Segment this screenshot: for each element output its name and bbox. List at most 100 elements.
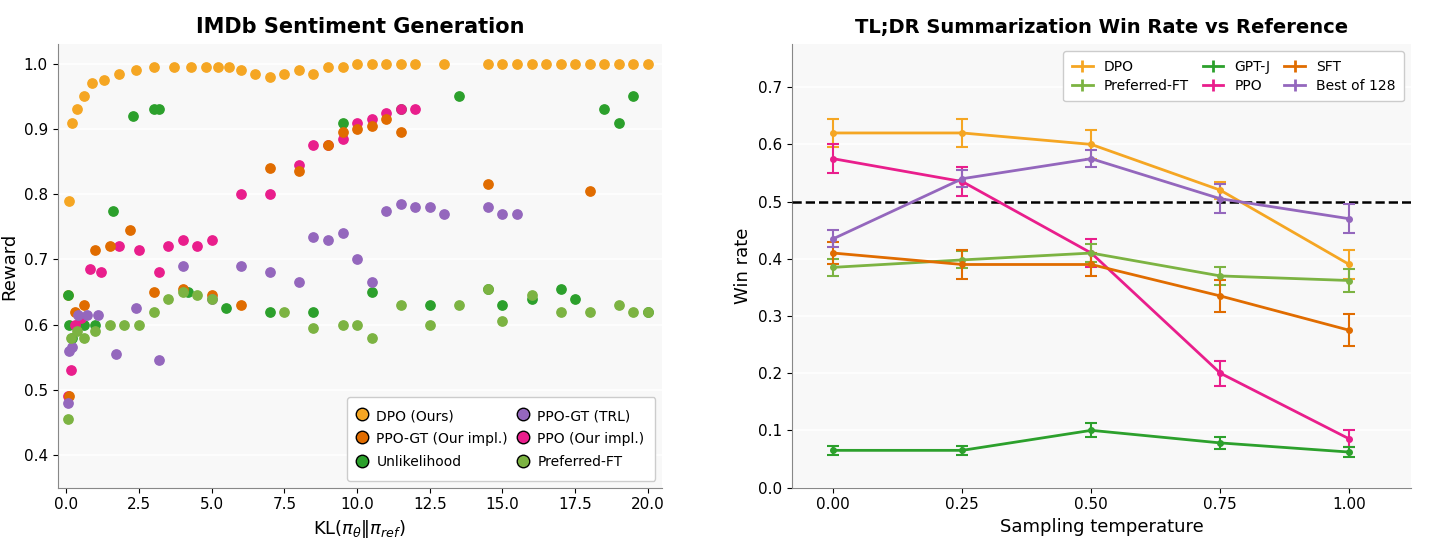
Point xyxy=(63,320,86,329)
Point xyxy=(579,59,602,68)
Point xyxy=(89,268,112,277)
Point xyxy=(229,261,252,270)
Point xyxy=(360,59,383,68)
Point xyxy=(98,242,121,251)
Point xyxy=(418,203,441,212)
Point xyxy=(206,63,229,71)
Point xyxy=(272,69,297,78)
Point xyxy=(84,320,107,329)
Point xyxy=(477,180,500,189)
Point xyxy=(56,398,79,407)
Point xyxy=(477,284,500,293)
Point xyxy=(593,105,616,114)
Point xyxy=(360,288,383,296)
Point xyxy=(200,291,223,300)
Point xyxy=(403,59,426,68)
Point xyxy=(477,203,500,212)
Point xyxy=(331,63,354,71)
Point xyxy=(389,105,412,114)
Point xyxy=(258,307,281,316)
Point xyxy=(229,66,252,75)
Point xyxy=(288,161,311,170)
Point xyxy=(163,63,186,71)
Point xyxy=(418,320,441,329)
Point xyxy=(360,115,383,124)
Title: TL;DR Summarization Win Rate vs Reference: TL;DR Summarization Win Rate vs Referenc… xyxy=(855,18,1348,37)
Point xyxy=(272,307,297,316)
Point xyxy=(92,76,115,85)
Point xyxy=(56,414,79,423)
Point xyxy=(302,69,325,78)
Point xyxy=(520,294,543,303)
Title: IMDb Sentiment Generation: IMDb Sentiment Generation xyxy=(196,17,524,37)
Point xyxy=(317,235,340,244)
Point xyxy=(549,307,572,316)
Point xyxy=(229,190,252,199)
Point xyxy=(317,141,340,150)
Point xyxy=(177,288,200,296)
Point xyxy=(389,59,412,68)
Point xyxy=(65,105,88,114)
Point xyxy=(622,92,645,101)
Point xyxy=(374,109,397,117)
Point xyxy=(84,245,107,254)
Point xyxy=(302,232,325,241)
Point xyxy=(622,59,645,68)
Point xyxy=(608,118,631,127)
Point xyxy=(374,206,397,215)
Point xyxy=(403,203,426,212)
Point xyxy=(200,235,223,244)
Point xyxy=(346,320,369,329)
Point xyxy=(143,105,166,114)
Point xyxy=(58,196,81,205)
Point xyxy=(608,301,631,310)
Point xyxy=(505,209,528,218)
Point xyxy=(636,307,660,316)
Legend: DPO, Preferred-FT, GPT-J, PPO, SFT, Best of 128: DPO, Preferred-FT, GPT-J, PPO, SFT, Best… xyxy=(1063,52,1404,101)
Point xyxy=(121,111,144,120)
Point xyxy=(258,268,281,277)
Point xyxy=(317,141,340,150)
Point xyxy=(389,128,412,137)
Point xyxy=(579,187,602,196)
Point xyxy=(63,307,86,316)
Point xyxy=(389,199,412,208)
Point xyxy=(360,333,383,342)
Point xyxy=(549,59,572,68)
Point xyxy=(107,69,130,78)
Point xyxy=(622,307,645,316)
Point xyxy=(58,346,81,355)
Point xyxy=(143,63,166,71)
Point xyxy=(360,121,383,130)
Point xyxy=(69,314,92,322)
Point xyxy=(389,301,412,310)
Point xyxy=(59,366,82,375)
Point xyxy=(477,59,500,68)
Point xyxy=(217,63,240,71)
Point xyxy=(148,105,171,114)
Point xyxy=(72,333,95,342)
Point xyxy=(58,320,81,329)
Point xyxy=(72,301,95,310)
Point xyxy=(563,294,586,303)
Point xyxy=(171,284,194,293)
Point xyxy=(433,59,456,68)
Legend: DPO (Ours), PPO-GT (Our impl.), Unlikelihood, PPO-GT (TRL), PPO (Our impl.), Pre: DPO (Ours), PPO-GT (Our impl.), Unlikeli… xyxy=(347,397,655,480)
Point xyxy=(81,79,104,88)
Point xyxy=(229,301,252,310)
Point xyxy=(448,301,471,310)
Point xyxy=(215,304,238,312)
Point xyxy=(157,294,180,303)
Y-axis label: Win rate: Win rate xyxy=(734,228,753,304)
Point xyxy=(72,92,95,101)
Point xyxy=(331,135,354,143)
Point xyxy=(128,320,151,329)
Point xyxy=(433,209,456,218)
Point xyxy=(491,59,514,68)
Point xyxy=(636,307,660,316)
Point xyxy=(243,69,266,78)
Point xyxy=(194,63,217,71)
Point xyxy=(549,284,572,293)
Point xyxy=(56,291,79,300)
Point xyxy=(258,73,281,81)
